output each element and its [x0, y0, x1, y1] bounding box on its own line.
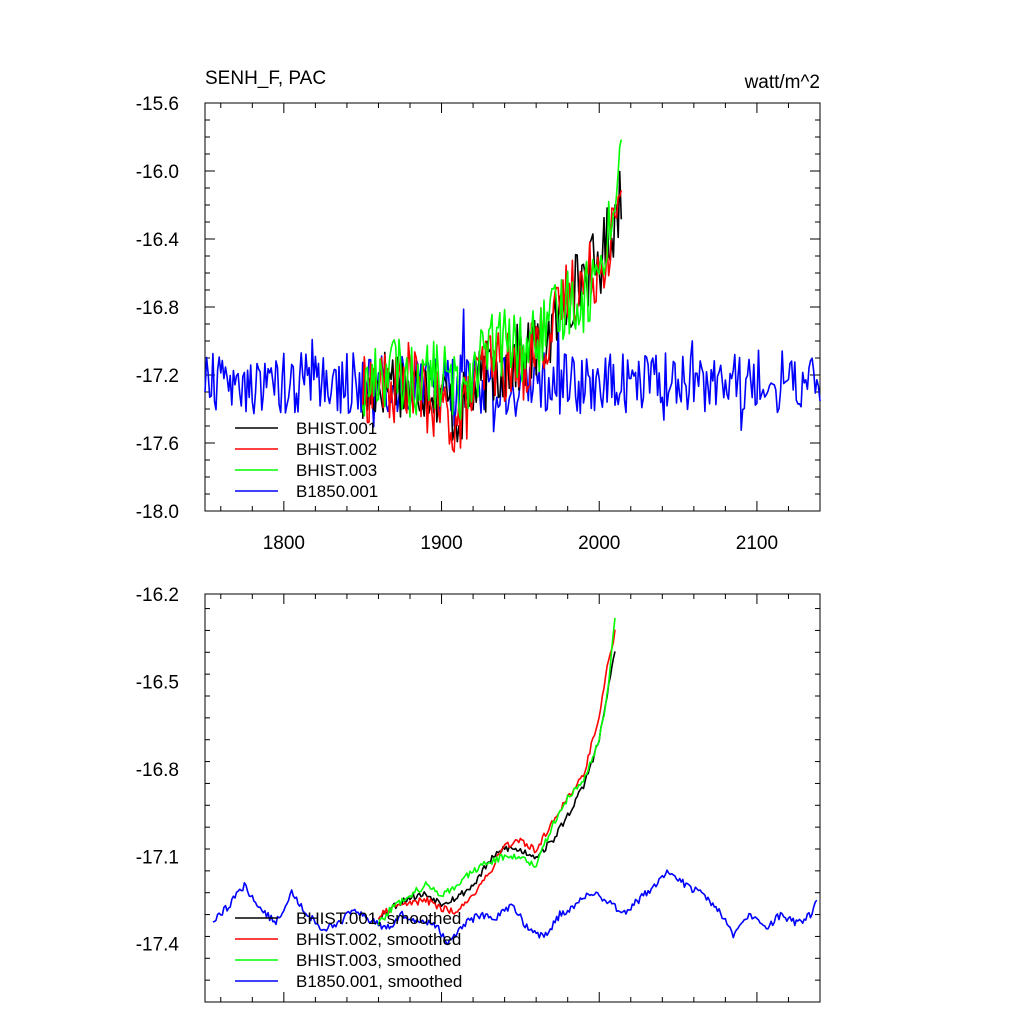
- legend-label: BHIST.001: [296, 419, 377, 438]
- legend-label: BHIST.002, smoothed: [296, 930, 461, 949]
- y-tick-label: -16.8: [136, 298, 179, 319]
- x-tick-label: 2000: [578, 533, 620, 554]
- y-tick-label: -17.1: [136, 847, 179, 868]
- y-tick-label: -16.4: [136, 230, 180, 251]
- series-line: [377, 617, 616, 926]
- plot-frame-bottom: [204, 593, 821, 1003]
- legend-label: BHIST.003: [296, 461, 377, 480]
- legend-label: B1850.001: [296, 482, 378, 501]
- series-group-top: [204, 139, 821, 453]
- bottom-panel: -17.4 -17.1 -16.8 -16.5 -16.2 BHIST.001, smo…: [136, 585, 821, 1003]
- units-label: watt/m^2: [744, 72, 820, 93]
- y-tick-label: -16.8: [136, 760, 179, 781]
- y-tick-label: -17.6: [136, 434, 179, 455]
- legend-label: BHIST.001, smoothed: [296, 909, 461, 928]
- series-line: [212, 869, 818, 946]
- legend-bottom: BHIST.001, smoothed BHIST.002, smoothed BH…: [235, 909, 462, 991]
- series-group-bottom: [212, 617, 818, 946]
- x-tick-label: 1900: [420, 533, 462, 554]
- legend-label: B1850.001, smoothed: [296, 972, 462, 991]
- y-tick-label: -16.0: [136, 162, 179, 183]
- series-line: [361, 139, 623, 420]
- legend-label: BHIST.002: [296, 440, 377, 459]
- y-tick-label: -17.2: [136, 366, 179, 387]
- x-tick-label: 2100: [736, 533, 778, 554]
- series-line: [361, 190, 623, 453]
- series-line: [378, 651, 616, 921]
- legend-label: BHIST.003, smoothed: [296, 951, 461, 970]
- y-tick-label: -16.2: [136, 585, 179, 606]
- top-panel: SENH_F, PAC watt/m^2 1800 1900 2000 2100 -18…: [136, 68, 821, 554]
- series-line: [377, 629, 616, 920]
- axis-ticks-bottom: -17.4 -17.1 -16.8 -16.5 -16.2: [136, 585, 821, 1003]
- y-tick-label: -15.6: [136, 94, 179, 115]
- legend-top: BHIST.001 BHIST.002 BHIST.003 B1850.001: [235, 419, 378, 501]
- x-tick-label: 1800: [263, 533, 305, 554]
- y-tick-label: -16.5: [136, 672, 179, 693]
- axis-ticks-top: 1800 1900 2000 2100 -18.0 -17.6 -17.2 -16.8 -16.…: [136, 94, 821, 554]
- y-tick-label: -17.4: [136, 935, 180, 956]
- chart-title: SENH_F, PAC: [205, 68, 326, 89]
- y-tick-label: -18.0: [136, 502, 179, 523]
